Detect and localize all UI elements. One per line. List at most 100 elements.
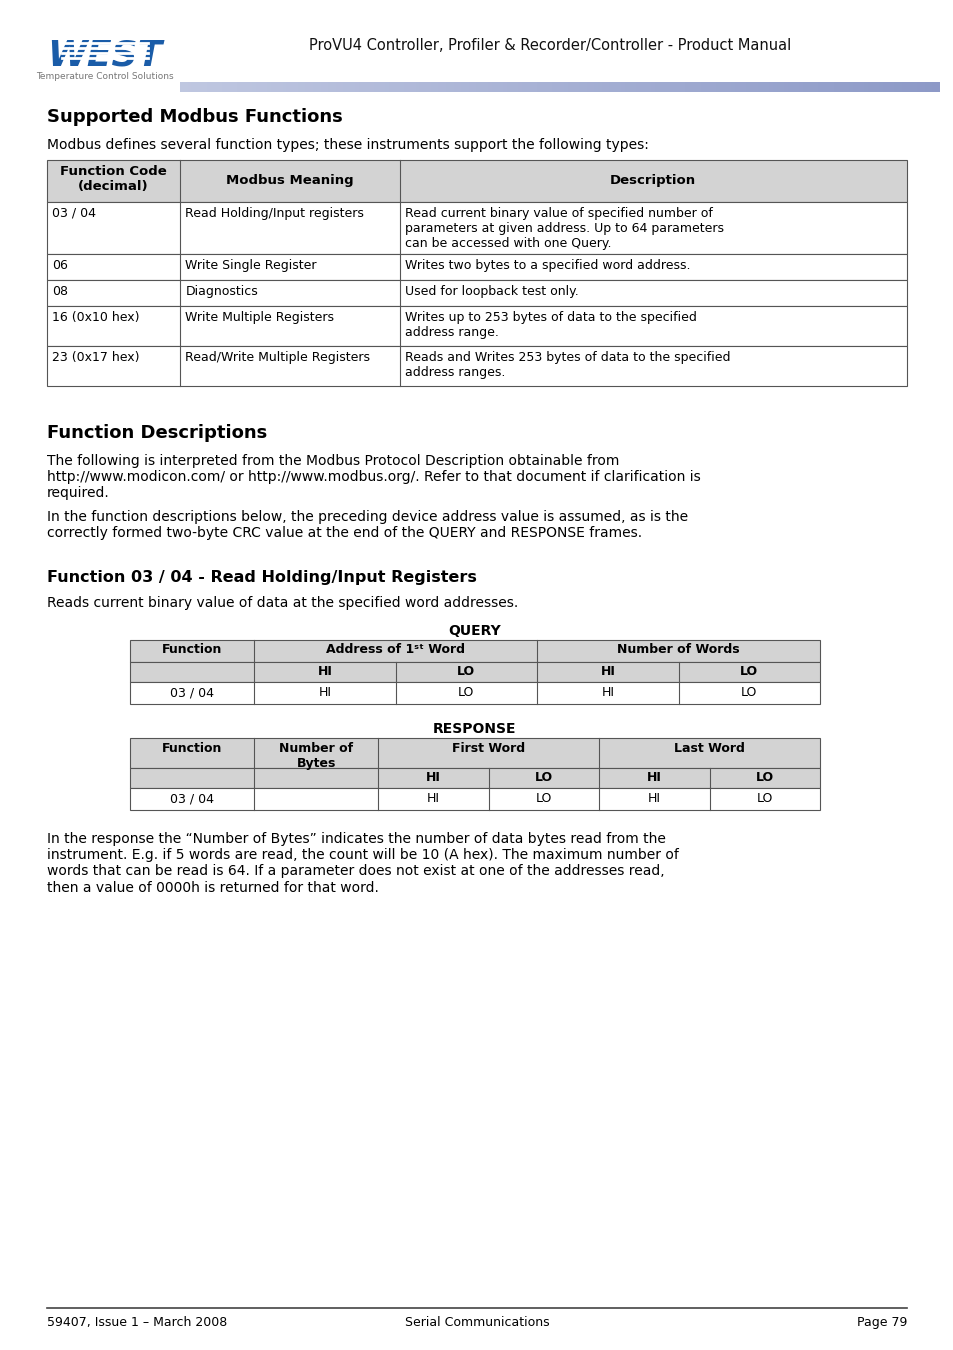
Bar xyxy=(680,82,685,92)
Text: Reads current binary value of data at the specified word addresses.: Reads current binary value of data at th… xyxy=(47,595,517,610)
Bar xyxy=(814,82,818,92)
Bar xyxy=(313,82,317,92)
Bar xyxy=(912,82,917,92)
Bar xyxy=(916,82,921,92)
Bar xyxy=(320,82,325,92)
Bar xyxy=(271,82,275,92)
Bar xyxy=(841,82,844,92)
Text: Serial Communications: Serial Communications xyxy=(404,1316,549,1328)
Bar xyxy=(719,82,723,92)
Text: WEST: WEST xyxy=(48,38,162,72)
Bar xyxy=(514,82,518,92)
Bar xyxy=(449,82,454,92)
Bar xyxy=(760,82,765,92)
Bar xyxy=(578,82,582,92)
Text: Read Holding/Input registers: Read Holding/Input registers xyxy=(185,207,364,220)
Bar xyxy=(818,82,821,92)
Bar xyxy=(207,82,211,92)
Bar xyxy=(472,82,476,92)
Bar xyxy=(833,82,837,92)
Text: ProVU4 Controller, Profiler & Recorder/Controller - Product Manual: ProVU4 Controller, Profiler & Recorder/C… xyxy=(309,38,790,53)
Bar xyxy=(180,82,184,92)
Text: Description: Description xyxy=(610,174,696,188)
Text: HI: HI xyxy=(426,771,440,784)
Bar xyxy=(556,82,560,92)
Bar xyxy=(316,82,321,92)
Bar xyxy=(890,82,894,92)
Bar xyxy=(722,82,727,92)
Bar xyxy=(221,82,226,92)
Bar xyxy=(617,82,620,92)
Bar xyxy=(879,82,882,92)
Bar xyxy=(233,82,237,92)
Bar xyxy=(923,82,928,92)
Text: Write Multiple Registers: Write Multiple Registers xyxy=(185,310,334,324)
Text: HI: HI xyxy=(600,686,614,699)
Bar xyxy=(203,82,207,92)
Text: Number of Words: Number of Words xyxy=(617,643,740,656)
Bar xyxy=(47,306,906,346)
Text: 08: 08 xyxy=(52,285,68,298)
Bar xyxy=(408,82,412,92)
Bar xyxy=(199,82,203,92)
Text: LO: LO xyxy=(456,666,475,678)
Text: HI: HI xyxy=(647,792,660,805)
Bar xyxy=(734,82,739,92)
Text: Modbus defines several function types; these instruments support the following t: Modbus defines several function types; t… xyxy=(47,138,648,153)
Bar xyxy=(263,82,268,92)
Bar xyxy=(908,82,913,92)
Bar xyxy=(259,82,264,92)
Bar xyxy=(670,82,674,92)
Bar xyxy=(651,82,655,92)
Bar xyxy=(286,82,291,92)
Text: HI: HI xyxy=(318,686,331,699)
Bar xyxy=(898,82,902,92)
Bar xyxy=(552,82,557,92)
Text: Function Descriptions: Function Descriptions xyxy=(47,424,267,441)
Bar xyxy=(453,82,457,92)
Bar xyxy=(343,82,347,92)
Bar xyxy=(821,82,825,92)
Bar xyxy=(419,82,423,92)
Bar xyxy=(192,82,195,92)
Bar xyxy=(703,82,708,92)
Bar xyxy=(290,82,294,92)
Bar xyxy=(525,82,530,92)
Text: Page 79: Page 79 xyxy=(856,1316,906,1328)
Bar xyxy=(904,82,909,92)
Text: 16 (0x10 hex): 16 (0x10 hex) xyxy=(52,310,139,324)
Bar xyxy=(829,82,833,92)
Bar xyxy=(47,161,906,202)
Text: Address of 1ˢᵗ Word: Address of 1ˢᵗ Word xyxy=(326,643,465,656)
Bar xyxy=(867,82,871,92)
Bar xyxy=(620,82,624,92)
Bar xyxy=(240,82,245,92)
Bar xyxy=(381,82,385,92)
Bar xyxy=(393,82,396,92)
Bar xyxy=(715,82,720,92)
Bar xyxy=(931,82,936,92)
Bar xyxy=(791,82,795,92)
Bar xyxy=(639,82,643,92)
Bar xyxy=(211,82,214,92)
Text: 23 (0x17 hex): 23 (0x17 hex) xyxy=(52,351,139,364)
Bar xyxy=(810,82,814,92)
Bar xyxy=(935,82,940,92)
Bar xyxy=(476,82,480,92)
Bar xyxy=(282,82,287,92)
Bar xyxy=(875,82,879,92)
Bar xyxy=(355,82,358,92)
Text: Write Single Register: Write Single Register xyxy=(185,259,316,271)
Bar xyxy=(688,82,693,92)
Bar xyxy=(225,82,230,92)
Text: 03 / 04: 03 / 04 xyxy=(52,207,96,220)
Bar xyxy=(309,82,314,92)
Bar xyxy=(844,82,848,92)
Bar xyxy=(802,82,806,92)
Text: In the response the “Number of Bytes” indicates the number of data bytes read fr: In the response the “Number of Bytes” in… xyxy=(47,832,679,895)
Bar xyxy=(460,82,465,92)
Bar xyxy=(495,82,499,92)
Text: LO: LO xyxy=(740,666,758,678)
Bar xyxy=(255,82,260,92)
Text: Function: Function xyxy=(162,743,222,755)
